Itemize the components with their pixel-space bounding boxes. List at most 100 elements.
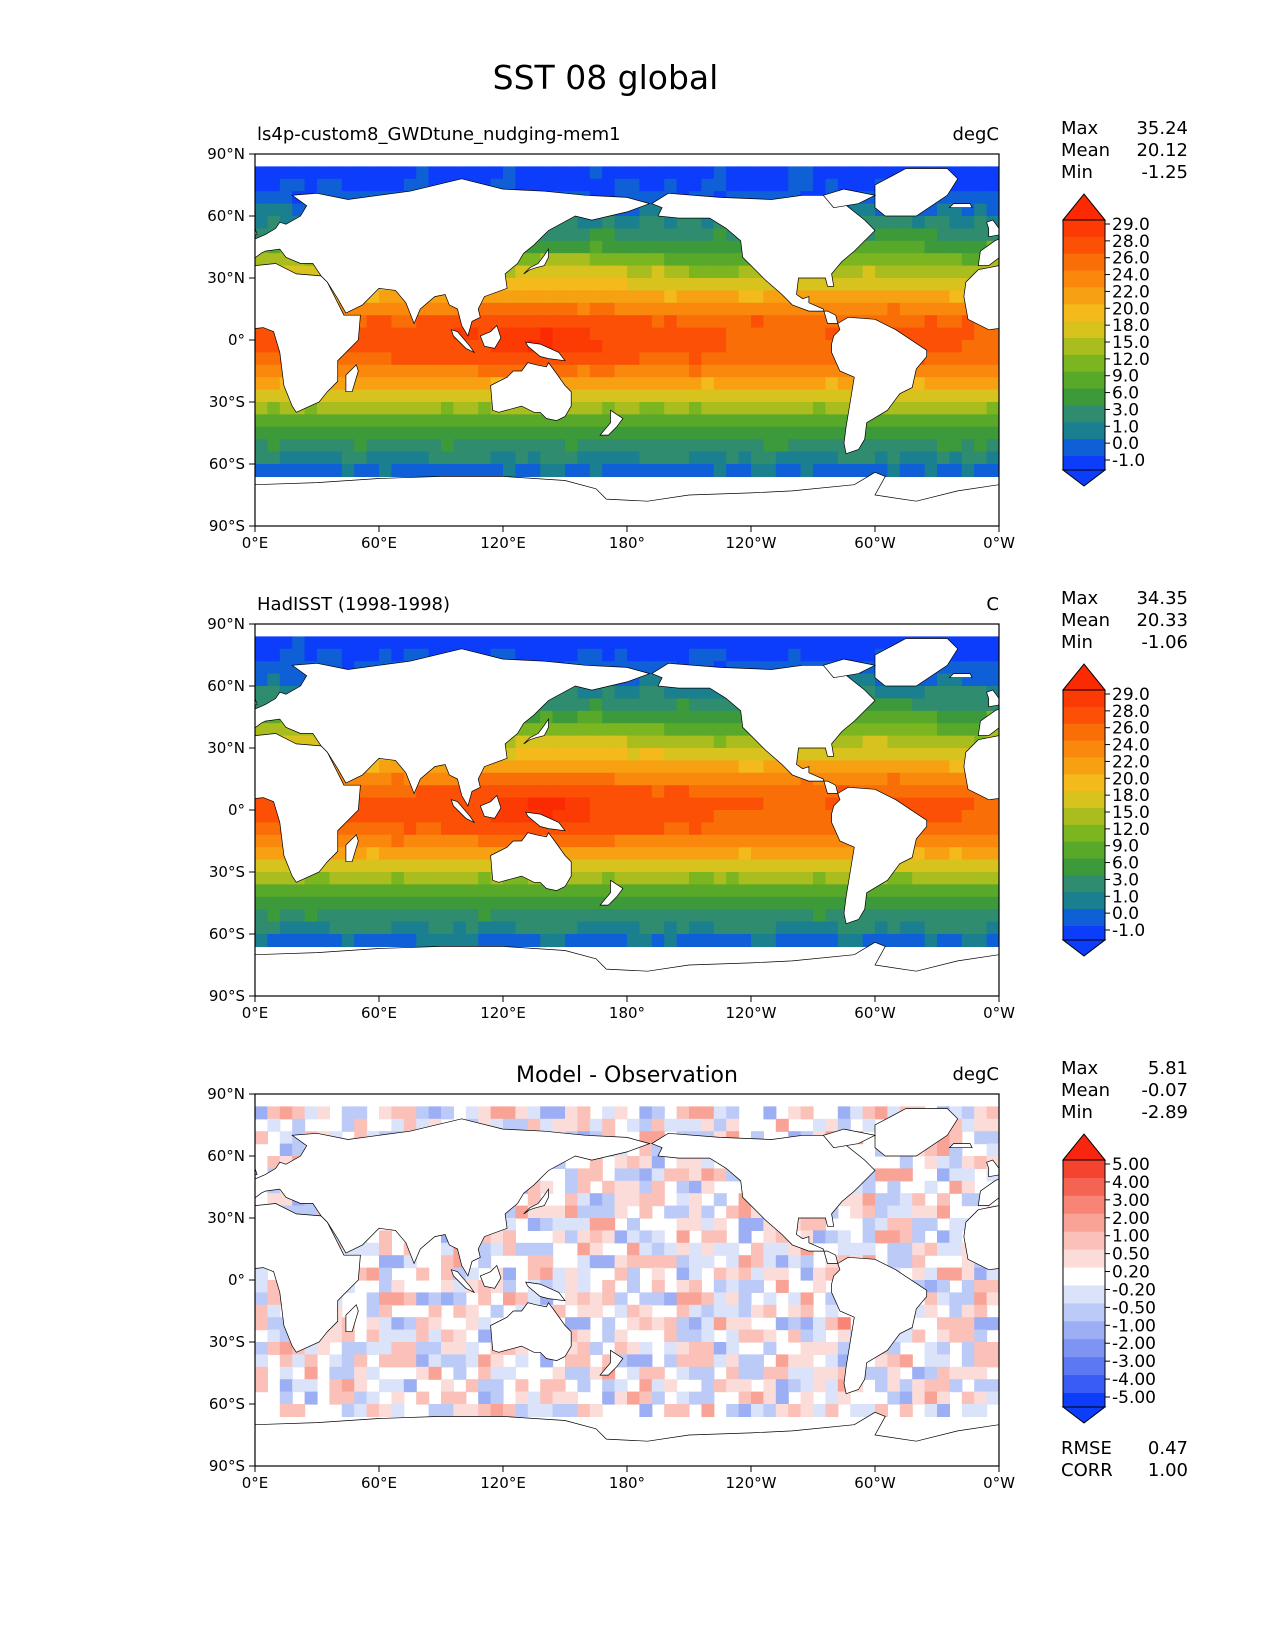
- colorbar-band: [1063, 1267, 1105, 1286]
- colorbar-tick-label: -4.00: [1112, 1370, 1156, 1390]
- colorbar-band: [1063, 439, 1105, 457]
- y-tick-label: 60°N: [207, 207, 245, 225]
- landmass-africa: [963, 735, 999, 801]
- colorbar-band: [1063, 774, 1105, 792]
- x-tick-label: 60°E: [361, 1474, 397, 1492]
- colorbar-tick-label: 20.0: [1112, 769, 1150, 789]
- colorbar-frame: [1062, 219, 1106, 471]
- stat-value-max: 5.81: [1148, 1058, 1188, 1079]
- colorbar-tick-label: 9.0: [1112, 367, 1139, 387]
- landmass-new-zealand: [599, 879, 624, 906]
- colorbar-band: [1063, 1249, 1105, 1269]
- colorbar-band: [1063, 287, 1105, 305]
- colorbar-tick-label: 0.50: [1112, 1245, 1150, 1265]
- stat-value-rmse: 0.47: [1148, 1438, 1188, 1459]
- landmass-south-america: [831, 786, 928, 925]
- y-tick-label: 30°S: [209, 863, 245, 881]
- colorbar-tick-label: -3.00: [1112, 1352, 1156, 1372]
- colorbar-band: [1063, 1357, 1105, 1376]
- landmass-new-guinea: [525, 811, 566, 832]
- landmass-australia: [490, 362, 572, 421]
- landmass-sumatra: [450, 799, 476, 824]
- colorbar-band: [1063, 706, 1105, 725]
- colorbar-band: [1063, 1177, 1105, 1197]
- colorbar-tick-label: 26.0: [1112, 719, 1150, 739]
- y-tick-label: 30°S: [209, 393, 245, 411]
- landmass-africa: [255, 263, 361, 413]
- landmass-greenland: [874, 638, 959, 687]
- panel-title: ls4p-custom8_GWDtune_nudging-mem1: [257, 124, 621, 145]
- stat-label-mean: Mean: [1061, 610, 1110, 631]
- panel-title: HadISST (1998-1998): [257, 594, 450, 615]
- map-panel-3: 0°E 60°E 120°E 180° 120°W 60°W 0°W 90°N 60°N 30°N…: [207, 1058, 1188, 1492]
- landmass-antarctica: [255, 471, 999, 526]
- x-tick-label: 0°E: [242, 534, 269, 552]
- panel-title: Model - Observation: [516, 1063, 738, 1088]
- stat-label-rmse: RMSE: [1061, 1438, 1112, 1459]
- colorbar-band: [1063, 321, 1105, 339]
- colorbar-tick-label: -1.0: [1112, 451, 1145, 471]
- y-tick-label: 30°N: [207, 739, 245, 757]
- x-tick-label: 120°W: [726, 1474, 777, 1492]
- stat-value-min: -1.06: [1141, 632, 1188, 653]
- colorbar-bottom-extend: [1061, 1406, 1107, 1424]
- panel-units: degC: [953, 124, 1000, 145]
- colorbar-tick-label: 1.0: [1112, 417, 1139, 437]
- landmass-iceland: [948, 673, 973, 679]
- colorbar-tick-label: 9.0: [1112, 837, 1139, 857]
- colorbar-band: [1063, 740, 1105, 758]
- y-tick-label: 30°S: [209, 1333, 245, 1351]
- panel-units: C: [986, 594, 999, 615]
- colorbar-tick-label: 24.0: [1112, 266, 1150, 286]
- colorbar-band: [1063, 220, 1105, 238]
- y-tick-label: 30°N: [207, 269, 245, 287]
- colorbar-tick-label: 18.0: [1112, 786, 1150, 806]
- stat-value-mean: 20.33: [1136, 610, 1188, 631]
- landmass-baffin: [822, 188, 877, 209]
- colorbar-band: [1063, 757, 1105, 775]
- colorbar-band: [1063, 926, 1105, 940]
- land-mask: [255, 1108, 999, 1466]
- x-tick-label: 0°E: [242, 1004, 269, 1022]
- colorbar-band: [1063, 338, 1105, 356]
- landmass-eurasia: [255, 1118, 651, 1277]
- colorbar-band: [1063, 1195, 1105, 1215]
- stat-label-mean: Mean: [1061, 140, 1110, 161]
- x-tick-label: 120°W: [726, 534, 777, 552]
- colorbar-band: [1063, 875, 1105, 893]
- stat-label-max: Max: [1061, 588, 1099, 609]
- x-tick-label: 180°: [609, 1004, 645, 1022]
- colorbar-top-extend: [1061, 193, 1107, 221]
- colorbar-band: [1063, 456, 1105, 470]
- y-tick-label: 90°S: [209, 987, 245, 1005]
- colorbar-tick-label: 18.0: [1112, 316, 1150, 336]
- x-tick-label: 120°E: [480, 1004, 526, 1022]
- landmass-greenland: [874, 1108, 959, 1157]
- colorbar-band: [1063, 1231, 1105, 1251]
- landmass-eurasia: [255, 648, 651, 807]
- colorbar-tick-label: 29.0: [1112, 685, 1150, 705]
- y-tick-label: 0°: [228, 1271, 245, 1289]
- colorbar-tick-label: 3.00: [1112, 1191, 1150, 1211]
- landmass-australia: [490, 1302, 572, 1361]
- landmass-sumatra: [450, 1269, 476, 1294]
- x-tick-label: 60°W: [854, 1004, 896, 1022]
- stat-label-mean: Mean: [1061, 1080, 1110, 1101]
- landmass-eurasia: [977, 1178, 999, 1206]
- landmass-north-america: [651, 1132, 876, 1264]
- colorbar-tick-label: 0.0: [1112, 434, 1139, 454]
- landmass-antarctica: [255, 1411, 999, 1466]
- x-tick-label: 180°: [609, 1474, 645, 1492]
- colorbar-tick-label: 26.0: [1112, 249, 1150, 269]
- colorbar-frame: [1062, 689, 1106, 941]
- colorbar-band: [1063, 1285, 1105, 1304]
- stat-label-min: Min: [1061, 632, 1093, 653]
- colorbar-band: [1063, 791, 1105, 809]
- colorbar-band: [1063, 1321, 1105, 1340]
- y-tick-label: 90°N: [207, 1085, 245, 1103]
- y-tick-label: 60°N: [207, 1147, 245, 1165]
- x-tick-label: 180°: [609, 534, 645, 552]
- colorbar-band: [1063, 405, 1105, 423]
- colorbar-band: [1063, 1303, 1105, 1322]
- stat-value-mean: -0.07: [1141, 1080, 1188, 1101]
